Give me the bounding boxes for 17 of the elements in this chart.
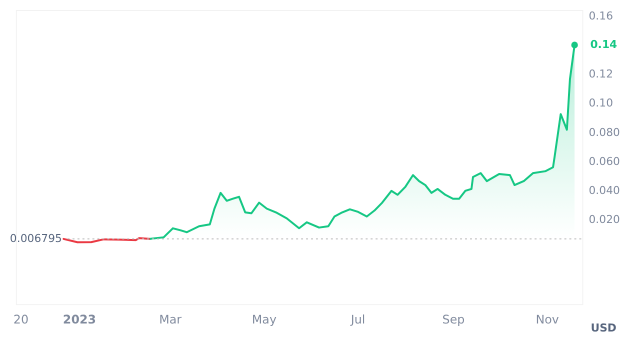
x-tick-label: Jul [350, 312, 366, 327]
x-tick-label: 2023 [62, 312, 96, 327]
y-tick-label: 0.12 [588, 68, 614, 81]
x-tick-label: 20 [13, 312, 29, 327]
y-tick-label: 0.060 [588, 154, 620, 168]
ref-line-label: 0.006795 [10, 232, 62, 245]
x-tick-label: Nov [536, 312, 559, 327]
x-tick-label: Mar [159, 312, 182, 327]
y-axis-title: USD [590, 321, 616, 334]
y-tick-label: 0.040 [588, 184, 620, 198]
y-tick-label: 0.020 [588, 213, 620, 226]
y-tick-label: 0.16 [588, 9, 614, 22]
annotation: 0.14 [590, 38, 618, 51]
y-tick-label: 0.10 [588, 96, 614, 110]
x-tick-label: May [252, 312, 276, 327]
x-tick-label: Sep [442, 312, 465, 327]
y-tick-label: 0.080 [588, 126, 620, 139]
